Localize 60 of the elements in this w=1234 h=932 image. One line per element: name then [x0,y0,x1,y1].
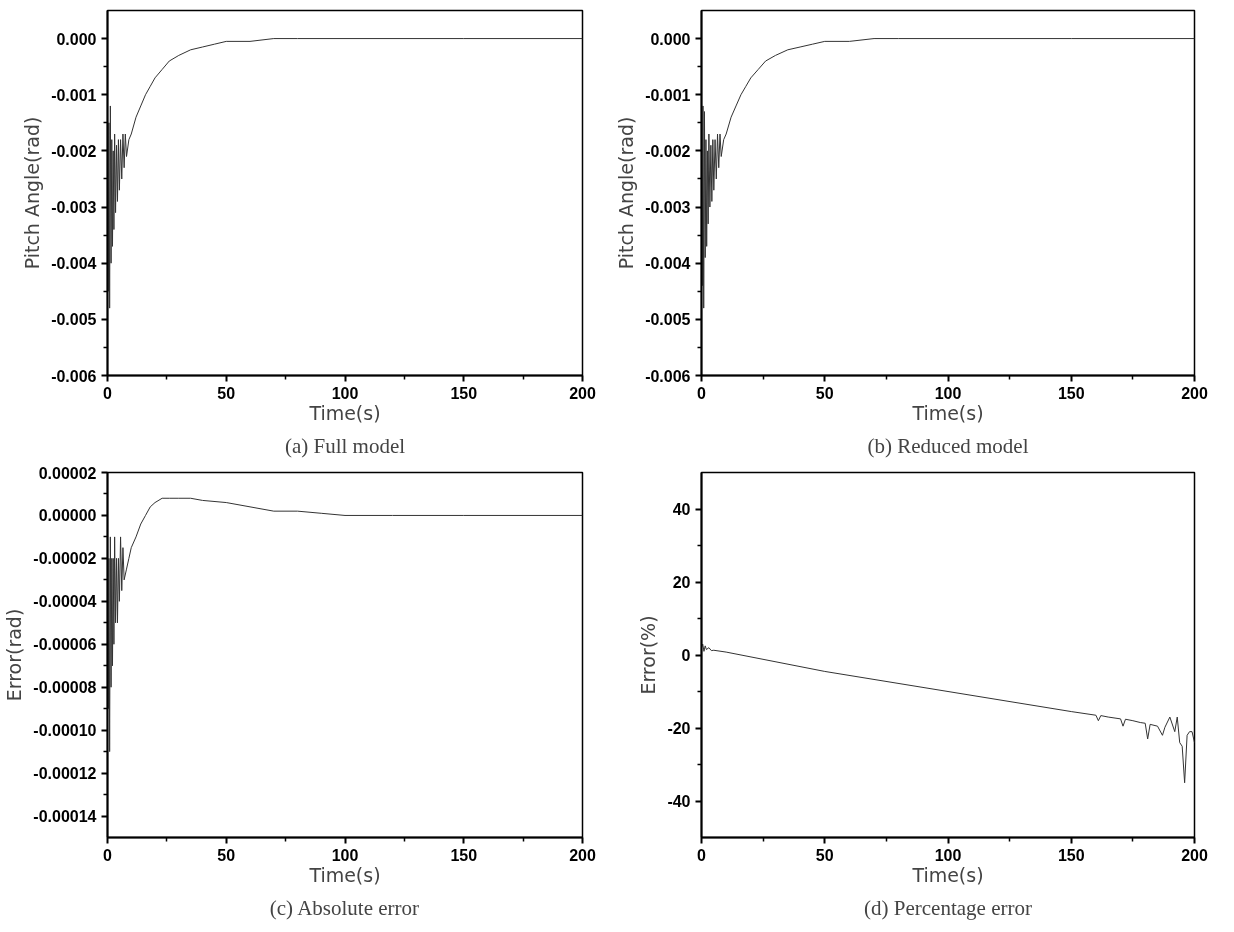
y-axis-title: Error(rad) [3,608,26,702]
x-tick-label: 50 [217,384,236,402]
y-tick-label: -0.002 [51,142,97,160]
y-tick-label: -0.00004 [33,593,97,611]
y-tick-label: -0.00012 [33,765,97,783]
x-axis-title: Time(s) [911,401,984,424]
x-tick-label: 150 [1057,846,1085,864]
x-tick-label: 150 [450,384,478,402]
y-tick-label: -40 [667,793,691,810]
text: (d) Percentage error [864,895,1032,920]
y-tick-label: -0.004 [51,255,97,273]
x-tick-label: 200 [569,846,596,864]
y-tick-label: -0.003 [645,199,691,217]
text: (c) Absolute error [269,895,420,920]
x-tick-label: 100 [934,846,962,864]
y-tick-label: -0.005 [51,311,97,329]
y-tick-label: -20 [667,720,691,737]
y-tick-label: -0.003 [51,199,97,217]
y-axis-title: Error(%) [637,615,660,695]
x-tick-label: 200 [1181,384,1208,402]
x-tick-label: 200 [1181,846,1208,864]
y-tick-label: 0 [681,647,691,664]
y-tick-label: -0.002 [645,142,691,160]
x-tick-label: 0 [697,846,707,864]
x-tick-label: 100 [331,384,359,402]
y-tick-label: 0.00000 [38,507,97,525]
y-tick-label: -0.00008 [33,679,97,697]
y-tick-label: -0.001 [51,86,97,104]
y-tick-label: -0.001 [645,86,691,104]
y-tick-label: -0.00010 [33,722,97,740]
x-tick-label: 50 [815,384,834,402]
y-tick-label: -0.006 [51,367,97,385]
x-tick-label: 0 [697,384,707,402]
y-tick-label: -0.00006 [33,636,97,654]
text: (a) Full model [284,433,406,458]
y-tick-label: 20 [672,574,691,591]
y-tick-label: -0.006 [645,367,691,385]
y-tick-label: 0.000 [650,30,691,48]
y-axis-title: Pitch Angle(rad) [21,116,44,270]
x-axis-title: Time(s) [308,401,381,424]
x-tick-label: 50 [217,846,236,864]
x-tick-label: 50 [815,846,834,864]
y-tick-label: -0.00014 [33,808,97,826]
x-tick-label: 100 [934,384,962,402]
text: (b) Reduced model [867,433,1029,458]
y-tick-label: -0.005 [645,311,691,329]
y-tick-label: 0.000 [56,30,97,48]
y-axis-title: Pitch Angle(rad) [615,116,638,270]
x-tick-label: 150 [1057,384,1085,402]
y-tick-label: 40 [672,501,691,518]
x-axis-title: Time(s) [308,863,381,886]
x-tick-label: 150 [450,846,478,864]
x-tick-label: 0 [103,384,113,402]
x-axis-title: Time(s) [911,863,984,886]
x-tick-label: 100 [331,846,359,864]
y-tick-label: 0.00002 [38,464,97,482]
x-tick-label: 200 [569,384,596,402]
y-tick-label: -0.00002 [33,550,97,568]
y-tick-label: -0.004 [645,255,691,273]
x-tick-label: 0 [103,846,113,864]
